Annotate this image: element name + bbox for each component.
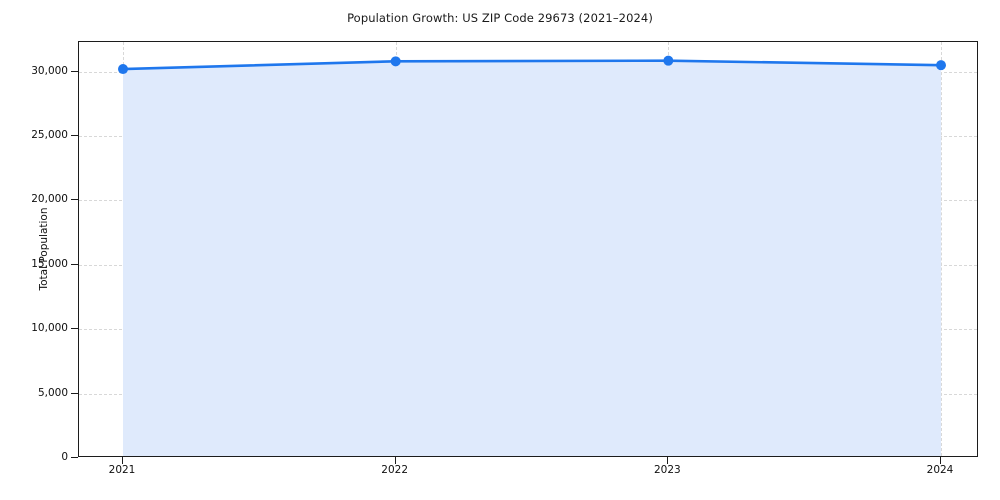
x-tick-label: 2023 (653, 464, 681, 476)
x-tick-label: 2024 (926, 464, 954, 476)
y-tick-mark (71, 199, 78, 201)
y-tick-mark (71, 328, 78, 330)
area-fill (123, 60, 941, 456)
x-tick-mark (394, 457, 396, 464)
y-tick-label: 20,000 (31, 193, 68, 206)
data-point-marker[interactable] (118, 64, 128, 75)
plot-area (78, 41, 978, 457)
y-tick-mark (71, 70, 78, 72)
y-tick-label: 15,000 (31, 257, 68, 270)
x-gridline (941, 42, 942, 456)
line-series-layer (79, 42, 977, 456)
data-point-marker[interactable] (663, 55, 674, 66)
y-tick-label: 30,000 (31, 64, 68, 77)
data-point-marker[interactable] (936, 60, 946, 71)
y-tick-label: 5,000 (37, 386, 68, 399)
y-axis-label: Total Population (38, 207, 50, 291)
y-tick-label: 25,000 (31, 129, 68, 142)
data-point-marker[interactable] (390, 56, 401, 67)
chart-title: Population Growth: US ZIP Code 29673 (20… (347, 11, 653, 25)
x-tick-label: 2021 (108, 464, 136, 476)
y-tick-mark (71, 392, 78, 394)
series-line (118, 55, 946, 75)
y-tick-label: 0 (61, 451, 68, 463)
y-tick-mark (71, 457, 78, 458)
x-tick-mark (667, 457, 669, 464)
x-tick-label: 2022 (381, 464, 409, 476)
x-tick-mark (122, 457, 123, 464)
y-tick-label: 10,000 (31, 322, 68, 335)
x-tick-mark (940, 457, 941, 464)
y-tick-mark (71, 135, 78, 137)
area-fill-layer (79, 42, 977, 456)
y-tick-mark (71, 263, 78, 265)
